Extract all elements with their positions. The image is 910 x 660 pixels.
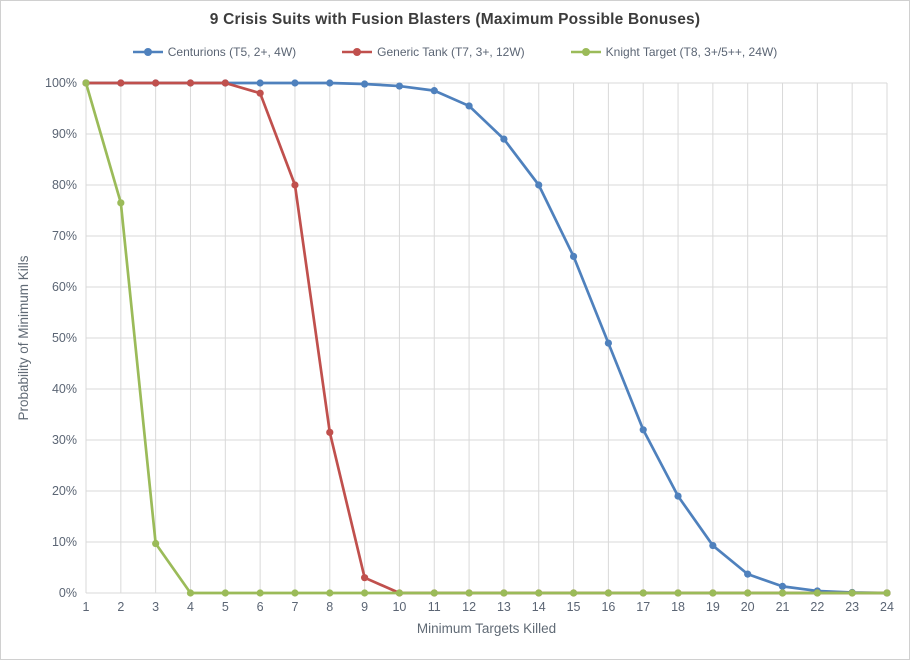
y-tick-label: 20% <box>52 484 77 498</box>
data-point <box>604 589 612 597</box>
data-point <box>639 589 647 597</box>
legend-label: Centurions (T5, 2+, 4W) <box>167 45 297 59</box>
y-tick-label: 70% <box>52 229 77 243</box>
x-tick-label: 22 <box>810 600 824 614</box>
data-point <box>778 582 787 590</box>
data-point <box>778 589 787 597</box>
data-point <box>117 79 125 87</box>
legend: Centurions (T5, 2+, 4W) Generic Tank (T7,… <box>1 45 909 59</box>
legend-label: Knight Target (T8, 3+/5++, 24W) <box>605 45 778 59</box>
y-tick-label: 0% <box>59 586 77 600</box>
y-tick-label: 100% <box>45 76 77 90</box>
data-point <box>326 589 334 597</box>
data-point <box>291 79 299 87</box>
legend-item: Generic Tank (T7, 3+, 12W) <box>342 45 525 59</box>
x-axis-title: Minimum Targets Killed <box>417 621 556 636</box>
x-tick-label: 15 <box>567 600 581 614</box>
x-tick-label: 13 <box>497 600 511 614</box>
x-tick-label: 5 <box>222 600 229 614</box>
data-point <box>256 89 264 97</box>
y-tick-label: 60% <box>52 280 77 294</box>
data-point <box>186 589 195 597</box>
data-point <box>500 589 508 597</box>
data-point <box>500 135 508 143</box>
y-tick-label: 30% <box>52 433 77 447</box>
data-point <box>604 339 612 347</box>
legend-line-marker-icon <box>570 48 601 56</box>
x-tick-label: 9 <box>361 600 368 614</box>
data-point <box>709 541 717 550</box>
x-tick-label: 17 <box>636 600 650 614</box>
data-point <box>361 574 369 582</box>
x-tick-label: 6 <box>257 600 264 614</box>
x-tick-label: 11 <box>428 600 441 614</box>
y-tick-label: 10% <box>52 535 77 549</box>
data-point <box>569 589 578 597</box>
data-point <box>326 428 334 436</box>
y-tick-label: 50% <box>52 331 77 345</box>
data-point <box>361 589 369 597</box>
data-point <box>221 589 229 597</box>
data-point <box>709 589 717 597</box>
data-point <box>82 79 90 87</box>
data-point <box>744 570 752 578</box>
data-point <box>291 181 299 189</box>
data-point <box>152 79 160 87</box>
data-point <box>848 589 856 597</box>
y-tick-label: 40% <box>52 382 77 396</box>
data-point <box>465 102 473 110</box>
data-point <box>744 589 752 597</box>
data-point <box>291 589 299 597</box>
series-line-2 <box>84 81 889 595</box>
x-tick-label: 24 <box>880 600 894 614</box>
legend-label: Generic Tank (T7, 3+, 12W) <box>377 45 525 59</box>
x-tick-label: 1 <box>83 600 90 614</box>
x-tick-label: 7 <box>291 600 298 614</box>
data-point <box>326 79 334 87</box>
y-axis-title: Probability of Minimum Kills <box>16 255 31 420</box>
x-tick-label: 3 <box>152 600 159 614</box>
x-tick-label: 4 <box>187 600 194 614</box>
data-point <box>186 79 195 87</box>
data-point <box>256 589 264 597</box>
data-point <box>535 589 543 597</box>
data-point <box>117 199 125 207</box>
data-point <box>152 539 160 548</box>
x-tick-label: 2 <box>117 600 124 614</box>
chart-title: 9 Crisis Suits with Fusion Blasters (Max… <box>209 11 701 28</box>
y-tick-label: 90% <box>52 127 77 141</box>
y-tick-label: 80% <box>52 178 77 192</box>
data-point <box>674 492 682 500</box>
data-point <box>569 252 578 260</box>
x-tick-label: 10 <box>392 600 406 614</box>
data-point <box>535 181 543 189</box>
data-point <box>639 426 647 434</box>
data-point <box>395 589 404 597</box>
x-tick-label: 20 <box>741 600 755 614</box>
data-point <box>430 589 438 597</box>
data-point <box>813 589 821 597</box>
legend-line-marker-icon <box>342 48 373 56</box>
x-tick-label: 18 <box>671 600 685 614</box>
x-tick-label: 21 <box>776 600 790 614</box>
data-point <box>256 79 264 87</box>
x-tick-label: 16 <box>601 600 615 614</box>
legend-item: Centurions (T5, 2+, 4W) <box>132 45 297 59</box>
legend-item: Knight Target (T8, 3+/5++, 24W) <box>570 45 778 59</box>
legend-line-marker-icon <box>132 48 163 56</box>
x-tick-label: 19 <box>706 600 720 614</box>
data-point <box>430 87 438 95</box>
x-tick-label: 23 <box>845 600 859 614</box>
data-point <box>395 82 404 90</box>
data-point <box>674 589 682 597</box>
data-point <box>465 589 473 597</box>
x-tick-label: 12 <box>462 600 476 614</box>
data-point <box>361 80 369 88</box>
x-tick-label: 14 <box>532 600 546 614</box>
data-point <box>221 79 229 87</box>
x-tick-label: 8 <box>326 600 333 614</box>
data-point <box>883 589 891 597</box>
